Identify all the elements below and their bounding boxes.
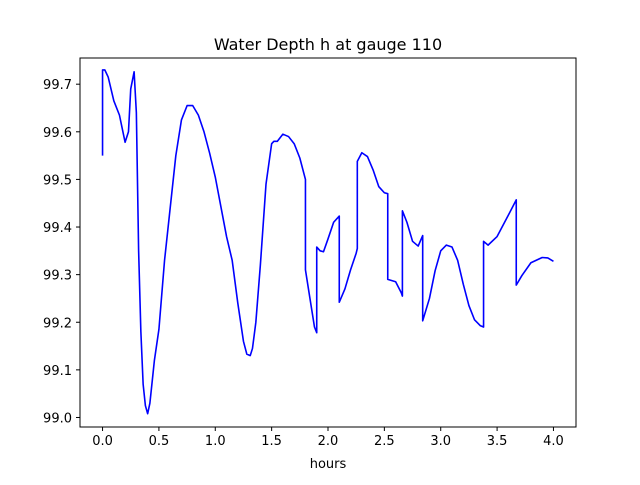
- y-tick-label: 99.2: [43, 316, 72, 331]
- y-tick-label: 99.3: [43, 269, 72, 284]
- x-axis-label: hours: [310, 457, 347, 472]
- y-tick-label: 99.5: [43, 173, 72, 188]
- x-tick-label: 4.0: [543, 434, 564, 449]
- x-tick-label: 3.0: [430, 434, 451, 449]
- series-line-0: [101, 69, 554, 415]
- x-tick-label: 0.5: [149, 434, 170, 449]
- y-tick-label: 99.0: [43, 411, 72, 426]
- x-tick-label: 1.5: [261, 434, 282, 449]
- chart-title: Water Depth h at gauge 110: [214, 35, 442, 54]
- y-tick-label: 99.6: [43, 126, 72, 141]
- y-tick-label: 99.4: [43, 221, 72, 236]
- plot-area: [101, 69, 554, 415]
- x-axis-ticks: 0.0 0.5 1.0 1.5 2.0 2.5 3.0 3.5 4.0: [92, 427, 564, 449]
- x-tick-label: 0.0: [92, 434, 113, 449]
- y-tick-label: 99.1: [43, 364, 72, 379]
- x-tick-label: 2.5: [374, 434, 395, 449]
- x-tick-label: 2.0: [318, 434, 339, 449]
- y-tick-label: 99.7: [43, 78, 72, 93]
- y-axis-ticks: 99.0 99.1 99.2 99.3 99.4 99.5 99.6 99.7: [43, 78, 80, 426]
- x-tick-label: 1.0: [205, 434, 226, 449]
- x-tick-label: 3.5: [487, 434, 508, 449]
- axes-frame: [79, 57, 577, 428]
